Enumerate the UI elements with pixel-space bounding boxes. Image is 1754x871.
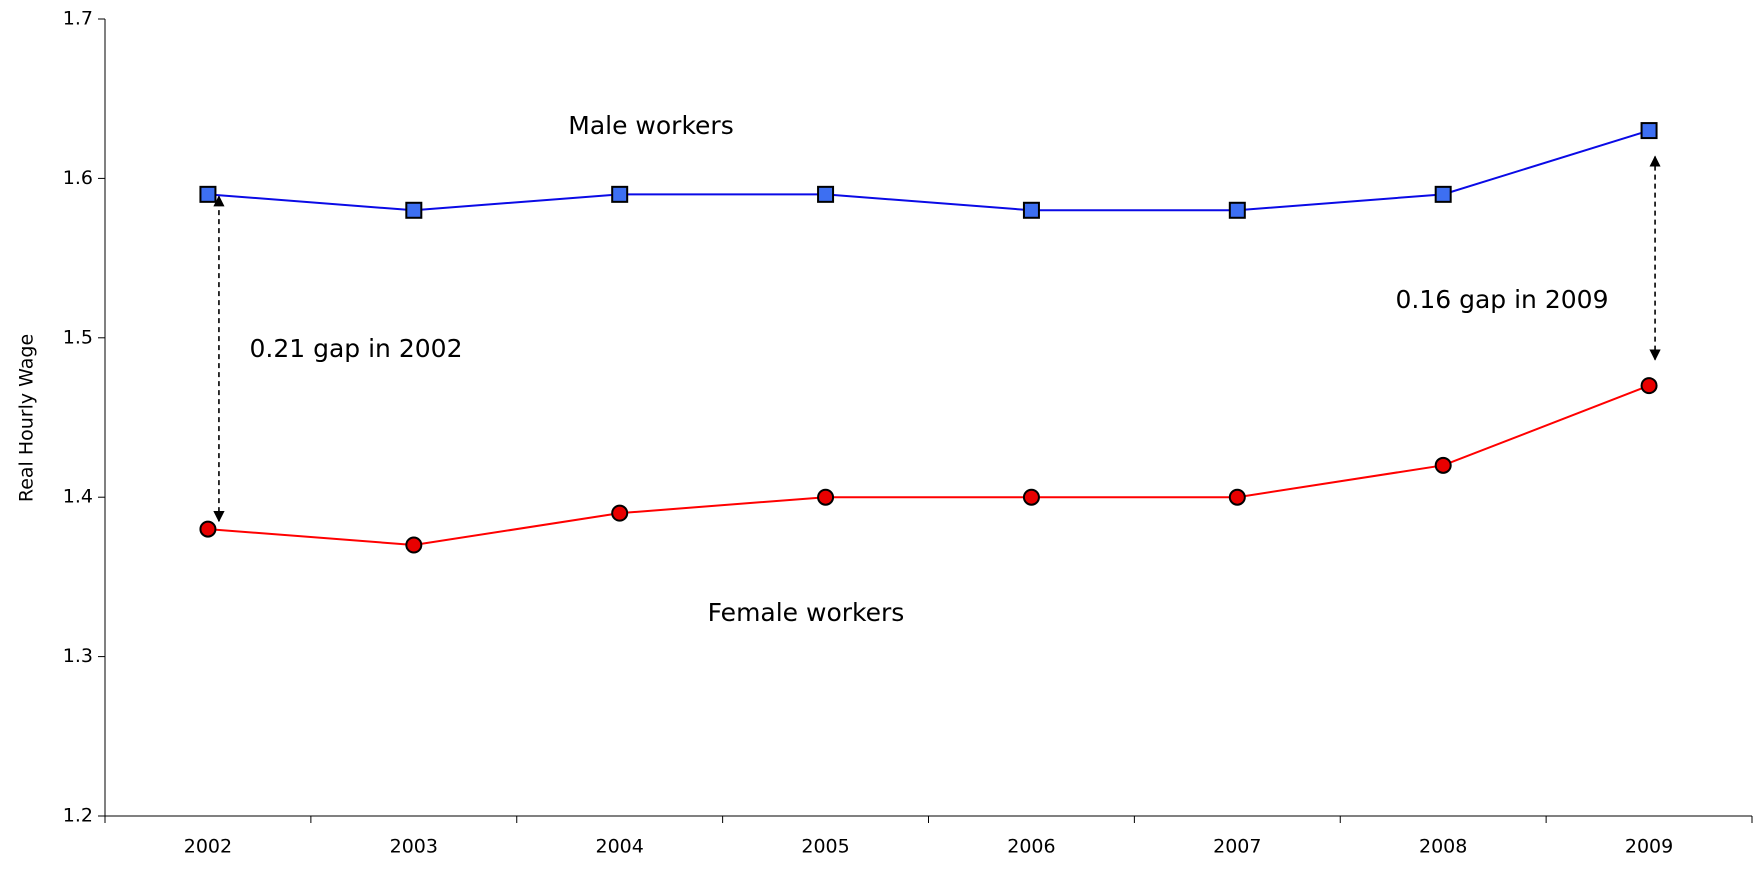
x-tick-label: 2003 [390,836,438,858]
marker [405,536,423,554]
series-label: Female workers [708,598,905,627]
marker [1640,377,1658,395]
x-tick-label: 2005 [801,836,849,858]
series-line [207,129,1650,212]
marker [1022,201,1040,219]
y-tick-label: 1.3 [63,645,93,667]
marker [611,185,629,203]
marker [1640,122,1658,140]
marker [199,520,217,538]
marker [611,504,629,522]
series-line [207,384,1650,547]
x-tick-label: 2006 [1007,836,1055,858]
marker [817,185,835,203]
marker [199,185,217,203]
marker [817,488,835,506]
x-tick-label: 2002 [184,836,232,858]
series-label: Male workers [568,111,733,140]
y-tick-label: 1.4 [63,486,93,508]
marker [1228,201,1246,219]
x-tick-label: 2008 [1419,836,1467,858]
marker [1434,456,1452,474]
marker [1022,488,1040,506]
annotation: 0.21 gap in 2002 [250,334,463,363]
x-tick-label: 2004 [596,836,644,858]
marker [1228,488,1246,506]
y-tick-label: 1.2 [63,805,93,827]
x-tick-label: 2009 [1625,836,1673,858]
y-axis-label: Real Hourly Wage [16,334,38,502]
y-tick-label: 1.5 [63,326,93,348]
x-tick-label: 2007 [1213,836,1261,858]
y-tick-label: 1.6 [63,167,93,189]
marker [1434,185,1452,203]
y-tick-label: 1.7 [63,8,93,30]
annotation: 0.16 gap in 2009 [1396,285,1609,314]
marker [405,201,423,219]
